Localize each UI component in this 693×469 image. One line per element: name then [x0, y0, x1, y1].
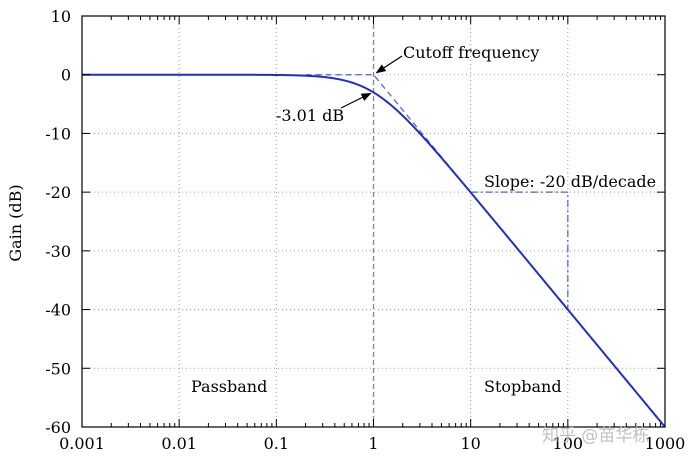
gain-response-line — [82, 73, 666, 428]
reference-lines — [372, 16, 569, 427]
x-tick-label: 100 — [553, 434, 584, 453]
cutoff-label: Cutoff frequency — [403, 43, 539, 62]
y-tick-label: -20 — [45, 183, 71, 202]
x-tick-label: 0.01 — [161, 434, 197, 453]
ticks: 0.001 0.01 0.1 1 10 100 1000100-10-20-30-40-50… — [45, 7, 685, 453]
y-tick-label: -10 — [45, 124, 71, 143]
minus3db-arrow — [340, 92, 372, 109]
slope-triangle — [470, 191, 569, 310]
stopband-label: Stopband — [484, 377, 562, 396]
cutoff-arrow — [375, 55, 403, 74]
plot-frame — [81, 15, 666, 428]
passband-label: Passband — [191, 377, 267, 396]
annotations: Cutoff frequency -3.01 dB Slope: -20 dB/de… — [191, 43, 656, 396]
x-tick-label: 10 — [460, 434, 480, 453]
x-tick-label: 0.001 — [59, 434, 105, 453]
y-tick-label: -50 — [45, 359, 71, 378]
y-tick-label: -60 — [45, 418, 71, 437]
y-tick-label: -40 — [45, 301, 71, 320]
x-tick-label: 1 — [368, 434, 378, 453]
y-axis-title: Gain (dB) — [6, 184, 25, 261]
minus3db-label: -3.01 dB — [276, 106, 344, 125]
plot-border — [81, 15, 666, 428]
y-tick-label: 0 — [61, 66, 71, 85]
y-tick-label: 10 — [51, 7, 71, 26]
y-tick-label: -30 — [45, 242, 71, 261]
grid — [82, 16, 665, 427]
series — [82, 73, 666, 428]
x-tick-label: 0.1 — [264, 434, 289, 453]
x-tick-label: 1000 — [645, 434, 686, 453]
slope-label: Slope: -20 dB/decade — [484, 172, 656, 191]
watermark: 知乎 @苗华栋 — [542, 426, 649, 446]
asymptote-line — [305, 74, 666, 428]
